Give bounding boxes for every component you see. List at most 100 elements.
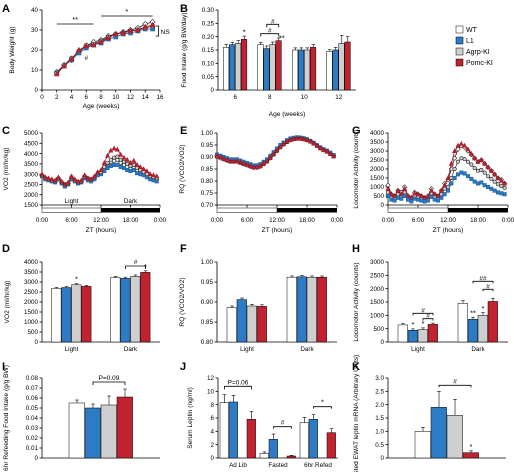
- x-tick-label: 2: [55, 94, 59, 101]
- y-tick-label: 40: [31, 7, 39, 14]
- data-point: [314, 142, 320, 148]
- data-point: [301, 136, 307, 141]
- category-label: Dark: [300, 346, 314, 353]
- data-point: [435, 193, 441, 198]
- y-tick-label: 2500: [24, 182, 39, 189]
- bar-Pomc-KI: [427, 324, 438, 343]
- bar-Pomc-KI: [256, 306, 267, 343]
- data-point: [418, 193, 424, 198]
- bar-WT: [257, 44, 264, 91]
- data-point: [445, 188, 450, 193]
- series-line-L1: [56, 28, 153, 74]
- data-point: [144, 168, 150, 174]
- y-tick-label: 2.0: [375, 402, 384, 409]
- data-point: [469, 162, 474, 167]
- data-point: [125, 168, 130, 173]
- data-point: [90, 41, 97, 48]
- hash-mark: #: [486, 283, 490, 290]
- x-tick-label: 0:00: [36, 217, 49, 224]
- data-point: [244, 161, 250, 167]
- data-point: [82, 172, 88, 178]
- data-point: [442, 192, 447, 197]
- bar-WT: [223, 47, 230, 91]
- y-tick-label: 3000: [370, 259, 385, 266]
- bar-Pomc-KI: [310, 47, 317, 91]
- significance-star: *: [412, 320, 415, 329]
- legend-label-Pomc-KI: Pomc-KI: [466, 60, 493, 67]
- data-point: [409, 199, 414, 204]
- category-label: 10: [301, 94, 309, 101]
- y-tick-label: 0.02: [26, 435, 39, 442]
- bar-Agrp-KI: [306, 276, 317, 343]
- y-axis-label: VO2 (ml/hr/kg): [4, 281, 11, 324]
- dark-label: Dark: [124, 198, 138, 205]
- data-point: [479, 180, 484, 185]
- data-point: [98, 38, 104, 45]
- y-tick-label: 1.0: [375, 429, 384, 436]
- bar-Agrp-KI: [338, 43, 345, 91]
- panel-E-rq-trace: 0.70 0.75 0.80 0.85 0.90 0.95 1.00 0:00 6:00 12:0…: [179, 130, 344, 234]
- data-point: [217, 154, 223, 159]
- data-point: [271, 151, 277, 156]
- data-point: [311, 140, 317, 146]
- x-tick-label: 0:00: [331, 217, 344, 224]
- light-phase-bar: [387, 207, 449, 213]
- data-point: [502, 180, 508, 186]
- data-point: [108, 157, 113, 162]
- y-tick-label: 0.03: [26, 425, 39, 432]
- data-point: [385, 185, 391, 191]
- panel-K-leptin-mrna: 0 0.5 1.0 1.5 2.0 2.5 3.0 Fasted EWAT leptin mR…: [353, 355, 506, 472]
- y-tick-label: 1000: [370, 184, 385, 191]
- panel-label-H: H: [352, 243, 360, 255]
- data-point: [241, 160, 247, 166]
- bar-L1: [296, 276, 307, 343]
- significance-star: *: [470, 442, 473, 451]
- panel-label-F: F: [180, 243, 187, 255]
- panel-label-K: K: [352, 361, 360, 373]
- legend-swatch-Agrp-KI: [455, 47, 464, 56]
- data-point: [455, 159, 460, 164]
- bar-WT: [414, 431, 431, 459]
- bar-Pomc-KI: [275, 40, 282, 91]
- data-point: [135, 171, 140, 176]
- panel-F-rq-bars: 0.80 0.85 0.90 0.95 1.00 RQ (VCO2/VO2) Light Da…: [179, 259, 337, 353]
- panel-H-locomotor-bars: 0 500 1000 1500 2000 2500 3000 Locomotor Activi…: [353, 259, 508, 353]
- hash-mark: #: [268, 28, 272, 35]
- y-tick-label: 0.5: [375, 442, 384, 449]
- data-point: [134, 162, 140, 167]
- y-tick-label: 0.08: [26, 375, 39, 382]
- data-point: [502, 185, 507, 190]
- data-point: [459, 170, 464, 175]
- data-point: [247, 163, 253, 168]
- data-point: [307, 138, 313, 144]
- bar-Agrp-KI: [130, 276, 141, 343]
- y-tick-label: 0.85: [201, 166, 214, 173]
- x-tick-label: 0:00: [211, 217, 224, 224]
- data-point: [469, 176, 474, 181]
- data-point: [55, 174, 61, 180]
- data-point: [429, 194, 434, 199]
- data-point: [399, 196, 404, 201]
- data-point: [465, 159, 470, 164]
- bracket: [92, 381, 126, 385]
- data-point: [102, 169, 107, 174]
- data-point: [154, 173, 160, 179]
- bar-Pomc-KI: [241, 39, 248, 91]
- bar-Agrp-KI: [235, 43, 242, 91]
- bracket: [412, 312, 434, 316]
- x-tick-label: 12: [127, 94, 135, 101]
- data-point: [141, 166, 147, 171]
- light-phase-bar: [41, 207, 102, 213]
- data-point: [297, 135, 303, 141]
- x-axis-label: ZT (hours): [262, 227, 293, 234]
- data-point: [482, 160, 488, 166]
- bar-WT: [51, 288, 62, 343]
- y-tick-label: 1.5: [375, 415, 384, 422]
- y-tick-label: 4000: [24, 259, 39, 266]
- y-tick-label: 1500: [24, 309, 39, 316]
- legend-label-WT: WT: [466, 27, 478, 34]
- panel-D-vo2-bars: 0 500 1000 1500 2000 2500 3000 3500 4000 VO2 (ml/…: [4, 259, 160, 353]
- y-tick-label: 4: [210, 429, 214, 436]
- bar-L1: [308, 419, 318, 459]
- data-point: [448, 160, 454, 166]
